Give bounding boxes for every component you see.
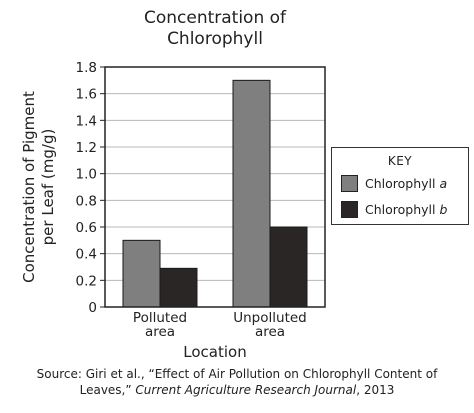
chart-title-line-2: Chlorophyll: [167, 29, 263, 49]
y-tick-label: 0: [88, 300, 97, 316]
bar-chlorophyll-b-1: [269, 226, 308, 308]
legend: KEY Chlorophyll a Chlorophyll b: [331, 147, 469, 225]
x-tick-label: Unpolluted: [233, 310, 307, 326]
x-tick-label: area: [255, 324, 285, 340]
bar-chlorophyll-a-1: [232, 79, 271, 308]
y-tick-label: 0.6: [76, 220, 97, 236]
y-tick-label: 1.2: [76, 140, 97, 156]
y-tick-label: 1.4: [76, 113, 97, 129]
x-axis-label: Location: [183, 343, 247, 361]
legend-item-chlorophyll-b: Chlorophyll b: [341, 199, 447, 219]
legend-label-chlorophyll-b: Chlorophyll b: [365, 201, 448, 217]
y-tick-label: 1.0: [76, 167, 97, 183]
legend-title: KEY: [387, 154, 413, 168]
y-tick-label: 1.8: [76, 60, 97, 76]
y-axis-label-line-1: Concentration of Pigment: [20, 91, 38, 283]
bar-chlorophyll-a-0: [122, 239, 161, 308]
chart-title-line-1: Concentration of: [143, 8, 287, 28]
legend-swatch-chlorophyll-b: [341, 200, 358, 218]
y-tick-label: 0.8: [76, 193, 97, 209]
source-citation-line-2: Leaves,” Current Agriculture Research Jo…: [79, 383, 395, 397]
x-tick-label: Polluted: [133, 310, 187, 326]
bar-chlorophyll-b-0: [159, 267, 198, 308]
y-axis-label-line-2: per Leaf (mg/g): [39, 128, 57, 246]
legend-label-chlorophyll-a: Chlorophyll a: [365, 175, 448, 191]
y-tick-label: 0.2: [76, 273, 97, 289]
y-tick-label: 1.6: [76, 87, 97, 103]
plot-frame: [104, 66, 326, 308]
x-tick-label: area: [145, 324, 175, 340]
source-citation-line-1: Source: Giri et al., “Effect of Air Poll…: [36, 367, 438, 381]
legend-item-chlorophyll-a: Chlorophyll a: [341, 173, 447, 193]
legend-swatch-chlorophyll-a: [341, 174, 358, 192]
y-tick-label: 0.4: [76, 247, 97, 263]
